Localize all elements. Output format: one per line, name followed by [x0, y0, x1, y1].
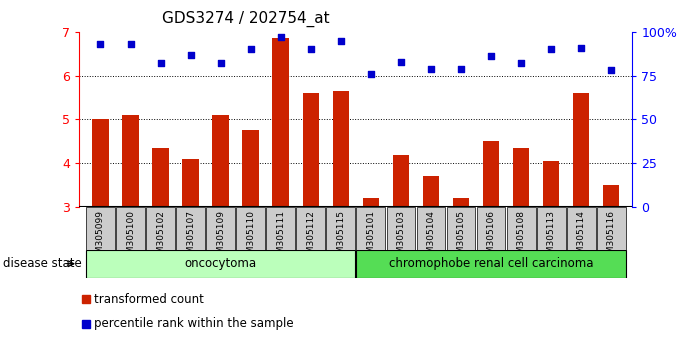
Text: percentile rank within the sample: percentile rank within the sample: [94, 318, 294, 330]
Point: [395, 59, 406, 64]
Point: [546, 47, 557, 52]
Point: [155, 61, 166, 66]
Bar: [92, 120, 108, 207]
Point: [245, 47, 256, 52]
Text: GSM305109: GSM305109: [216, 210, 225, 265]
Text: oncocytoma: oncocytoma: [184, 257, 257, 270]
Point: [305, 47, 316, 52]
Bar: [363, 198, 379, 207]
Bar: [82, 320, 90, 328]
Point: [125, 41, 136, 47]
Point: [275, 34, 286, 40]
Text: disease state: disease state: [3, 257, 82, 270]
Bar: [303, 93, 319, 207]
Bar: [513, 148, 529, 207]
Text: GSM305102: GSM305102: [156, 210, 165, 264]
Bar: [332, 91, 349, 207]
Text: chromophobe renal cell carcinoma: chromophobe renal cell carcinoma: [389, 257, 594, 270]
Bar: [603, 185, 620, 207]
Bar: [543, 161, 560, 207]
FancyBboxPatch shape: [146, 207, 175, 250]
Bar: [272, 39, 289, 207]
FancyBboxPatch shape: [507, 207, 536, 250]
Bar: [182, 159, 199, 207]
Text: GSM305106: GSM305106: [486, 210, 495, 265]
Point: [486, 53, 497, 59]
FancyBboxPatch shape: [567, 207, 596, 250]
Text: transformed count: transformed count: [94, 293, 204, 306]
FancyBboxPatch shape: [446, 207, 475, 250]
Bar: [82, 295, 90, 303]
FancyBboxPatch shape: [176, 207, 205, 250]
Bar: [453, 198, 469, 207]
Bar: [212, 115, 229, 207]
FancyBboxPatch shape: [206, 207, 235, 250]
FancyBboxPatch shape: [537, 207, 565, 250]
FancyBboxPatch shape: [116, 207, 145, 250]
Text: GSM305101: GSM305101: [366, 210, 375, 265]
FancyBboxPatch shape: [86, 207, 115, 250]
Bar: [122, 115, 139, 207]
Point: [185, 52, 196, 57]
FancyBboxPatch shape: [266, 207, 295, 250]
FancyBboxPatch shape: [386, 207, 415, 250]
Text: GSM305110: GSM305110: [246, 210, 255, 265]
Point: [515, 61, 527, 66]
Text: GSM305112: GSM305112: [306, 210, 315, 264]
Point: [335, 38, 346, 44]
FancyBboxPatch shape: [326, 207, 355, 250]
Point: [576, 45, 587, 51]
Text: GSM305111: GSM305111: [276, 210, 285, 265]
Text: GSM305104: GSM305104: [426, 210, 435, 264]
Point: [366, 71, 377, 77]
Text: GDS3274 / 202754_at: GDS3274 / 202754_at: [162, 11, 330, 27]
Bar: [483, 141, 500, 207]
Bar: [573, 93, 589, 207]
Bar: [423, 176, 439, 207]
FancyBboxPatch shape: [296, 207, 325, 250]
Point: [215, 61, 226, 66]
FancyBboxPatch shape: [86, 250, 355, 278]
Point: [606, 68, 617, 73]
Bar: [243, 130, 259, 207]
Text: GSM305105: GSM305105: [457, 210, 466, 265]
FancyBboxPatch shape: [357, 250, 625, 278]
Bar: [152, 148, 169, 207]
Text: GSM305100: GSM305100: [126, 210, 135, 265]
Text: GSM305116: GSM305116: [607, 210, 616, 265]
Text: GSM305099: GSM305099: [96, 210, 105, 265]
FancyBboxPatch shape: [477, 207, 506, 250]
Text: GSM305103: GSM305103: [397, 210, 406, 265]
Text: GSM305107: GSM305107: [186, 210, 195, 265]
FancyBboxPatch shape: [236, 207, 265, 250]
Point: [426, 66, 437, 72]
FancyBboxPatch shape: [357, 207, 386, 250]
Text: GSM305113: GSM305113: [547, 210, 556, 265]
Point: [455, 66, 466, 72]
Text: GSM305114: GSM305114: [577, 210, 586, 264]
Point: [95, 41, 106, 47]
Text: GSM305115: GSM305115: [337, 210, 346, 265]
Text: GSM305108: GSM305108: [517, 210, 526, 265]
FancyBboxPatch shape: [597, 207, 625, 250]
FancyBboxPatch shape: [417, 207, 446, 250]
Bar: [392, 154, 409, 207]
